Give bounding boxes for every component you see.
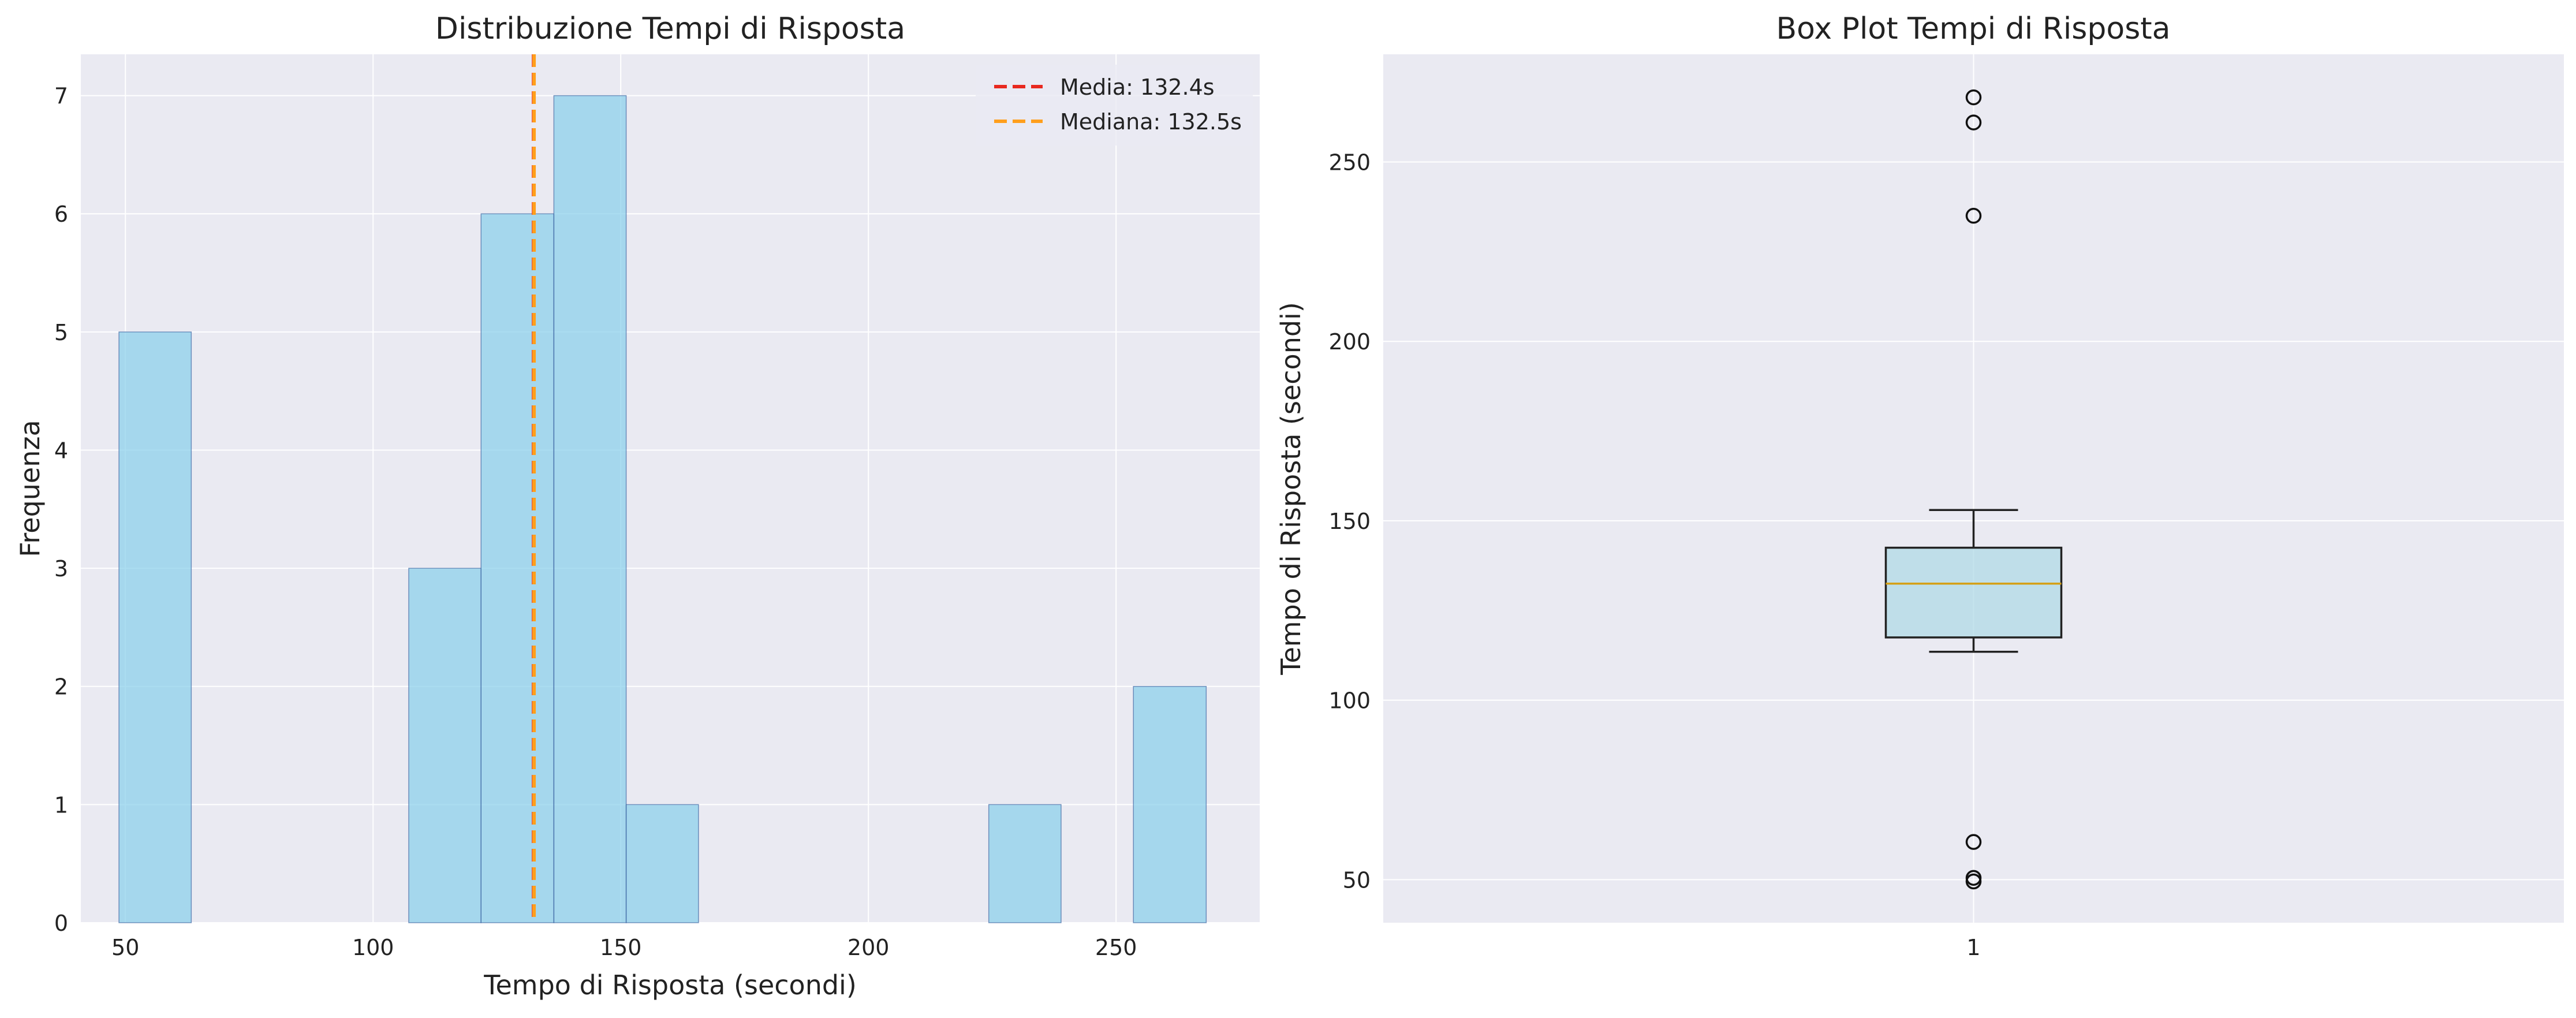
- histogram-panel: 0 1 2 3 4 5 6 7 50 100 150 200 250 Distribuzione Tem…: [14, 12, 1260, 1001]
- boxplot-y-tick-label: 250: [1328, 150, 1371, 175]
- histogram-x-tick-label: 150: [600, 935, 642, 960]
- histogram-bar: [553, 95, 627, 923]
- boxplot-ticks: 50 100 150 200 250 1: [1328, 150, 1980, 960]
- boxplot-y-tick-label: 50: [1343, 867, 1371, 893]
- histogram-y-tick-label: 0: [54, 911, 68, 936]
- boxplot-y-axis-label: Tempo di Risposta (secondi): [1275, 302, 1306, 676]
- histogram-x-tick-label: 250: [1095, 935, 1137, 960]
- histogram-bar: [625, 804, 699, 923]
- histogram-bar: [118, 331, 192, 923]
- histogram-bar: [408, 568, 482, 923]
- histogram-bar: [1133, 685, 1207, 923]
- histogram-y-tick-label: 2: [54, 674, 68, 700]
- histogram-x-axis-label: Tempo di Risposta (secondi): [483, 969, 857, 1001]
- outlier-point: [1965, 114, 1982, 130]
- histogram-title: Distribuzione Tempi di Risposta: [435, 12, 905, 46]
- boxplot-title: Box Plot Tempi di Risposta: [1776, 12, 2170, 46]
- histogram-bars: [118, 95, 1207, 923]
- legend-background: [976, 65, 1253, 146]
- outlier-point: [1965, 207, 1982, 224]
- histogram-y-tick-label: 4: [54, 438, 68, 463]
- histogram-reference-lines: [532, 54, 536, 923]
- histogram-bar: [988, 804, 1062, 923]
- histogram-legend: Media: 132.4s Mediana: 132.5s: [976, 65, 1253, 146]
- outlier-point: [1965, 834, 1982, 850]
- histogram-y-tick-label: 1: [54, 792, 68, 818]
- legend-label-media: Media: 132.4s: [1060, 74, 1215, 100]
- box-iqr: [1884, 546, 2063, 639]
- histogram-x-tick-label: 200: [848, 935, 890, 960]
- histogram-y-tick-label: 6: [54, 202, 68, 227]
- histogram-y-tick-label: 5: [54, 320, 68, 345]
- histogram-x-tick-label: 50: [111, 935, 139, 960]
- histogram-y-axis-label: Frequenza: [14, 420, 46, 557]
- boxplot-x-tick-label: 1: [1966, 935, 1980, 960]
- histogram-y-tick-label: 3: [54, 556, 68, 581]
- boxplot-y-tick-label: 150: [1328, 509, 1371, 534]
- outlier-point: [1965, 89, 1982, 106]
- histogram-ticks: 0 1 2 3 4 5 6 7 50 100 150 200 250: [54, 84, 1137, 960]
- histogram-bar: [480, 213, 555, 923]
- outlier-point: [1965, 870, 1982, 886]
- histogram-plot-area: [81, 54, 1260, 923]
- boxplot-y-tick-label: 200: [1328, 329, 1371, 355]
- legend-label-mediana: Mediana: 132.5s: [1060, 109, 1242, 135]
- histogram-x-tick-label: 100: [352, 935, 394, 960]
- boxplot-y-tick-label: 100: [1328, 688, 1371, 714]
- histogram-y-tick-label: 7: [54, 84, 68, 109]
- boxplot-panel: 50 100 150 200 250 1 Box Plot Tempi di Rispos…: [1275, 12, 2564, 960]
- boxplot-grid: [1383, 54, 2564, 923]
- boxplot-marks: [1884, 89, 2063, 890]
